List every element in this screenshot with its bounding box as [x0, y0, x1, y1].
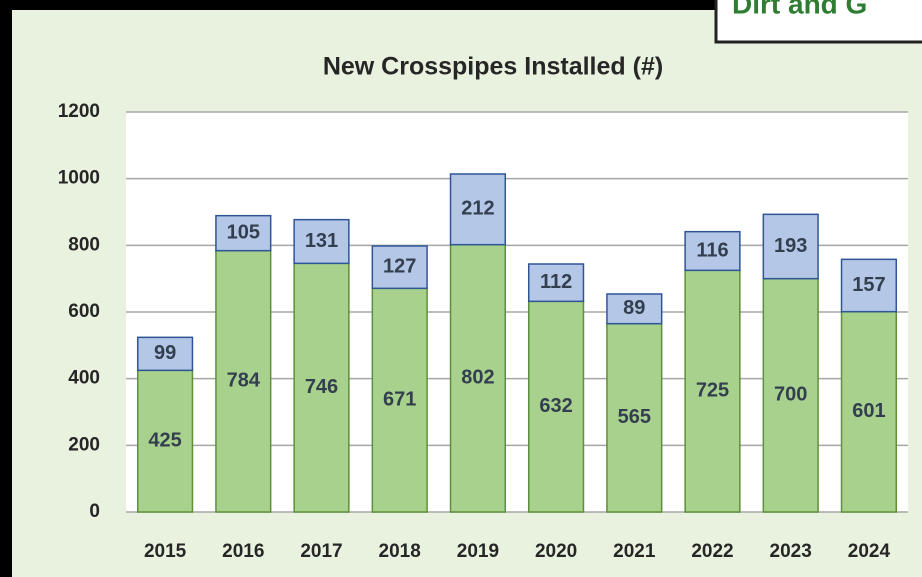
data-label: 784 [227, 370, 261, 392]
x-tick-label: 2017 [300, 541, 342, 562]
bar-segment [762, 213, 819, 280]
x-tick-label: 2021 [613, 541, 656, 562]
y-tick-label: 0 [89, 501, 100, 522]
data-label: 127 [383, 255, 416, 277]
data-label: 116 [696, 239, 728, 261]
data-label: 700 [774, 384, 807, 406]
x-tick-label: 2020 [535, 541, 577, 562]
data-label: 193 [774, 235, 807, 257]
y-tick-label: 1000 [58, 168, 100, 189]
data-label: 212 [461, 198, 494, 220]
y-tick-label: 200 [68, 434, 100, 455]
bar-segment [136, 336, 194, 372]
bar-segment [371, 287, 428, 513]
bar-segment [527, 300, 585, 513]
y-tick-label: 1200 [58, 101, 100, 122]
bar-segment [762, 277, 819, 513]
x-tick-label: 2018 [379, 541, 421, 562]
data-label: 601 [852, 400, 885, 422]
bar-segment [606, 322, 663, 513]
y-tick-label: 800 [68, 234, 100, 255]
chart-title: New Crosspipes Installed (#) [323, 53, 663, 81]
data-label: 565 [618, 406, 651, 428]
data-label: 725 [696, 379, 729, 401]
bar-segment [684, 230, 741, 272]
data-label: 99 [154, 342, 176, 364]
bar-segment [527, 263, 585, 303]
bar-segment [449, 173, 507, 246]
bar-segment [136, 369, 194, 513]
x-tick-label: 2015 [144, 541, 187, 562]
data-label: 632 [539, 395, 572, 417]
bar-segment [606, 293, 663, 325]
data-label: 425 [148, 429, 181, 451]
bar-segment [215, 214, 272, 252]
data-label: 157 [852, 274, 885, 296]
x-tick-label: 2019 [457, 541, 499, 562]
annotation-box [714, 0, 922, 44]
data-label: 105 [227, 221, 260, 243]
data-label: 671 [383, 388, 416, 410]
bar-segment [293, 218, 350, 265]
data-label: 89 [623, 297, 645, 319]
y-tick-label: 400 [68, 368, 100, 389]
data-label: 112 [540, 271, 572, 293]
y-tick-label: 600 [68, 301, 100, 322]
x-tick-label: 2022 [691, 541, 733, 562]
bar-segment [449, 243, 507, 513]
x-tick-label: 2023 [770, 541, 812, 562]
data-label: 746 [305, 376, 338, 398]
annotation: Dirt and G [732, 0, 867, 19]
x-tick-label: 2016 [222, 541, 264, 562]
bar-segment [371, 245, 428, 290]
bar-segment [840, 310, 898, 513]
data-label: 131 [305, 230, 338, 252]
x-tick-label: 2024 [848, 541, 891, 562]
data-label: 802 [461, 367, 494, 389]
bar-segment [840, 258, 898, 313]
bar-segment [215, 249, 272, 513]
